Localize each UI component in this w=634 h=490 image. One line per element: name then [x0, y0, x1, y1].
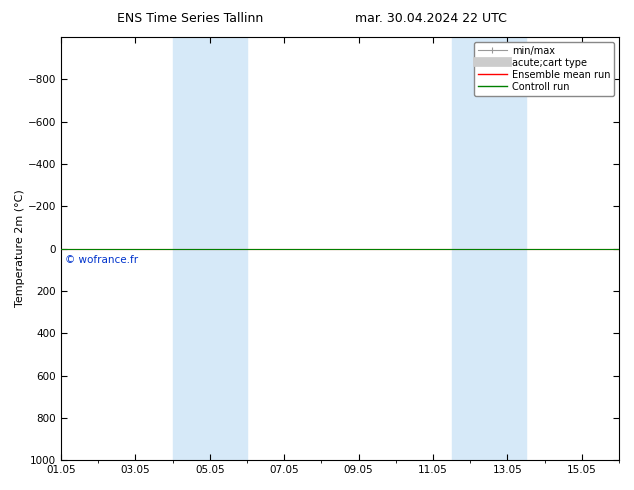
Text: mar. 30.04.2024 22 UTC: mar. 30.04.2024 22 UTC	[355, 12, 507, 25]
Text: ENS Time Series Tallinn: ENS Time Series Tallinn	[117, 12, 263, 25]
Text: © wofrance.fr: © wofrance.fr	[65, 255, 138, 265]
Legend: min/max, acute;cart type, Ensemble mean run, Controll run: min/max, acute;cart type, Ensemble mean …	[474, 42, 614, 96]
Bar	[451, 37, 526, 460]
Y-axis label: Temperature 2m (°C): Temperature 2m (°C)	[15, 190, 25, 307]
Bar	[172, 37, 247, 460]
